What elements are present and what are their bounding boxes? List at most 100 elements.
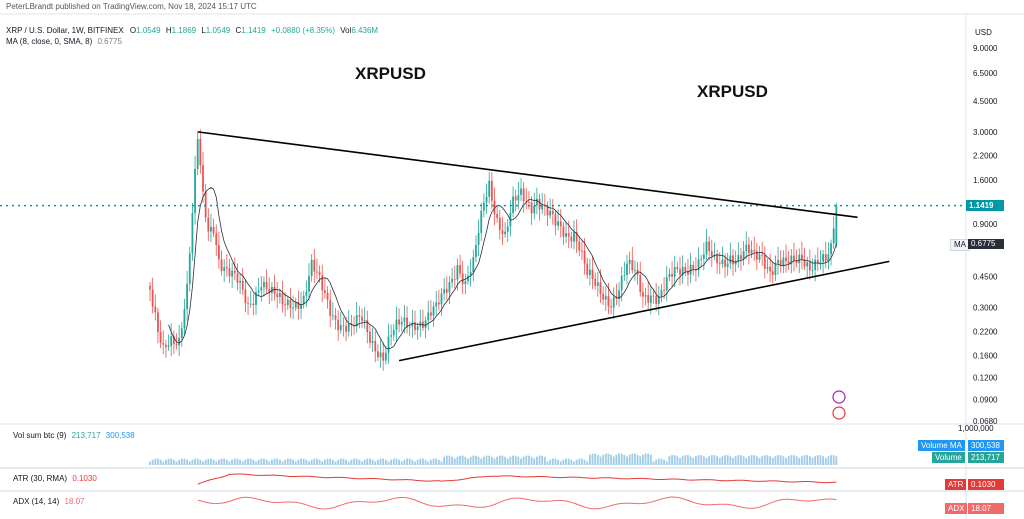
volume-bar: [170, 458, 173, 465]
volume-bar: [607, 453, 610, 465]
candle-body: [188, 253, 191, 284]
candle-body: [496, 213, 499, 218]
volume-bar: [713, 455, 716, 465]
volume-bar: [718, 457, 721, 465]
volume-bar: [157, 458, 159, 465]
volume-bar: [695, 456, 697, 465]
volume-bar: [634, 453, 636, 465]
candle-body: [167, 345, 170, 348]
volume-bar: [687, 455, 689, 465]
candle-body: [252, 303, 255, 305]
candle-body: [329, 299, 332, 316]
volume-bar: [512, 455, 514, 465]
volume-bar: [411, 459, 414, 465]
volume-bar: [284, 459, 287, 465]
moving-average-line: [168, 187, 837, 350]
candle-body: [726, 263, 729, 267]
candle-body: [183, 309, 186, 329]
volume-bar: [665, 461, 668, 465]
volume-bar: [321, 461, 324, 465]
candle-body: [517, 194, 520, 201]
candle-body: [607, 296, 610, 307]
candle-body: [729, 255, 732, 264]
volume-bar: [390, 459, 393, 465]
candle-body: [215, 233, 218, 246]
candle-body: [488, 180, 491, 197]
candle-body: [342, 325, 345, 326]
price-tick-11: 0.1200: [973, 374, 998, 383]
event-lightning-icon: [832, 390, 846, 404]
volume-bar: [710, 455, 713, 465]
candle-body: [639, 274, 642, 293]
candle-body: [257, 290, 260, 293]
volume-bar: [570, 459, 573, 465]
volume-bar: [432, 458, 435, 465]
volume-bar: [793, 455, 795, 465]
candle-body: [337, 319, 340, 331]
currency-label[interactable]: USD: [975, 28, 992, 37]
candle-body: [822, 254, 824, 262]
volume-bar: [318, 459, 321, 465]
candle-body: [504, 231, 506, 235]
candle-body: [631, 260, 634, 271]
candle-body: [573, 231, 575, 242]
volume-bar: [363, 459, 366, 465]
atr-line: [197, 473, 837, 485]
candle-body: [249, 303, 252, 305]
volume-bar: [202, 461, 204, 465]
candle-body: [819, 261, 822, 263]
volume-bar: [504, 456, 506, 465]
volume-bar: [437, 459, 440, 465]
volume-bar: [790, 455, 793, 465]
candle-body: [239, 280, 241, 283]
volume-bar: [755, 456, 758, 465]
adx-legend[interactable]: ADX (14, 14) 18.07: [13, 497, 85, 506]
symbol-label[interactable]: XRP / U.S. Dollar, 1W, BITFINEX: [6, 26, 124, 35]
volume-bar: [655, 459, 658, 465]
volume-bar: [406, 458, 408, 465]
candle-body: [753, 249, 756, 252]
volume-bar: [549, 459, 552, 465]
volume-bar: [379, 458, 382, 465]
candle-body: [570, 236, 573, 242]
candle-body: [210, 227, 212, 232]
volume-bar: [416, 459, 419, 465]
ma-row[interactable]: MA (8, close, 0, SMA, 8) 0.6775: [6, 37, 122, 46]
volume-bar: [231, 459, 234, 465]
candle-body: [790, 255, 793, 265]
candle-body: [300, 304, 302, 310]
candle-body: [310, 259, 313, 276]
candle-body: [286, 299, 289, 306]
candle-body: [583, 250, 586, 264]
candle-body: [681, 267, 684, 275]
candle-body: [149, 285, 151, 290]
candle-body: [543, 205, 546, 207]
volume-bar: [472, 455, 475, 465]
candle-body: [318, 271, 321, 276]
candle-body: [456, 265, 459, 280]
volume-bar: [255, 461, 257, 465]
candle-body: [610, 306, 612, 308]
candle-body: [162, 342, 165, 345]
volume-bar: [663, 459, 665, 465]
candle-body: [777, 260, 779, 264]
candle-body: [437, 302, 440, 305]
candle-body: [551, 210, 554, 215]
volume-legend[interactable]: Vol sum btc (9) 213,717 300,538: [13, 431, 135, 440]
candle-body: [180, 328, 183, 338]
volume-bar: [194, 458, 196, 465]
candle-body: [345, 325, 347, 332]
candle-body: [382, 352, 385, 361]
atr-legend[interactable]: ATR (30, RMA) 0.1030: [13, 474, 97, 483]
atr-tag-label: ATR: [945, 479, 967, 490]
price-tick-9: 0.2200: [973, 327, 998, 336]
ma-axis-tag: MA: [950, 239, 970, 251]
volume-bar: [183, 458, 186, 465]
volume-bar: [165, 459, 167, 465]
candle-body: [546, 205, 549, 216]
candle-body: [416, 326, 419, 331]
volume-bar: [316, 458, 318, 465]
volume-bar: [832, 455, 835, 465]
